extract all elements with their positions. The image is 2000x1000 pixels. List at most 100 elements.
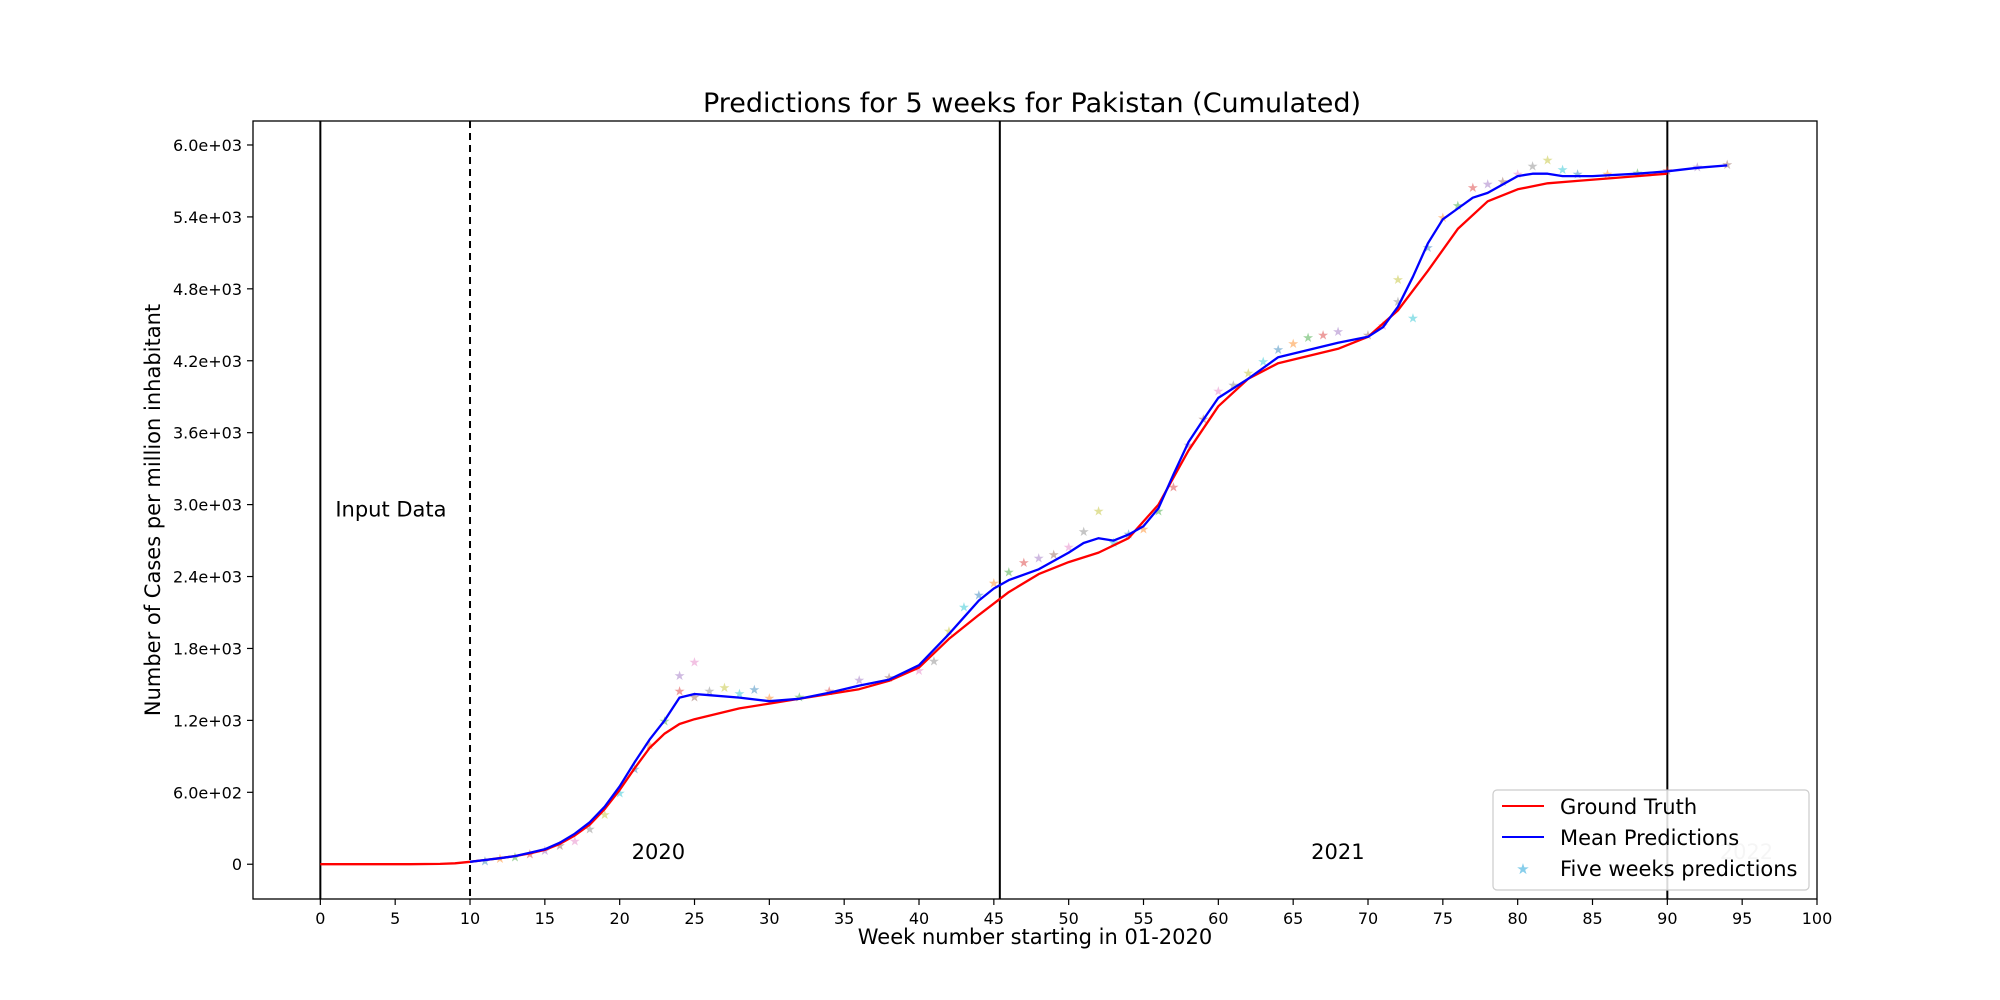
legend-label-mean-predictions: Mean Predictions: [1560, 826, 1739, 850]
scatter-point: ★: [1213, 385, 1225, 400]
scatter-point: ★: [853, 674, 865, 689]
y-axis: 0 6.0e+02 1.2e+03 1.8e+03 2.4e+03 3.0e+03 3.6e…: [173, 136, 253, 874]
scatter-point: ★: [913, 664, 925, 679]
scatter-point: ★: [644, 738, 656, 753]
scatter-point: ★: [1302, 331, 1314, 346]
scatter-point: ★: [719, 681, 731, 696]
y-tick-label: 4.2e+03: [173, 352, 242, 371]
x-tick-label: 0: [315, 909, 325, 928]
x-axis-label: Week number starting in 01-2020: [858, 925, 1212, 949]
annotation-2: 2021: [1311, 840, 1364, 864]
y-tick-label: 2.4e+03: [173, 568, 242, 587]
mean-predictions-line: [469, 164, 1728, 863]
x-tick-label: 90: [1657, 909, 1677, 928]
plot-frame: [252, 120, 1818, 900]
scatter-point: ★: [1153, 505, 1165, 520]
scatter-point: ★: [943, 624, 955, 639]
scatter-point: ★: [1317, 328, 1329, 343]
scatter-point: ★: [1168, 481, 1180, 496]
x-tick-label: 40: [909, 909, 929, 928]
y-tick-label: 1.8e+03: [173, 639, 242, 658]
scatter-point: ★: [1183, 439, 1195, 454]
scatter-point: ★: [1063, 541, 1075, 556]
scatter-point: ★: [1108, 536, 1120, 551]
x-tick-label: 15: [535, 909, 555, 928]
legend-label-five-weeks: Five weeks predictions: [1560, 857, 1798, 881]
y-tick-label: 0: [232, 855, 242, 874]
legend: Ground Truth Mean Predictions ★ Five wee…: [1492, 789, 1810, 891]
scatter-point: ★: [1407, 312, 1419, 327]
y-tick-label: 1.2e+03: [173, 711, 242, 730]
scatter-point: ★: [554, 839, 566, 854]
scatter-point: ★: [689, 656, 701, 671]
x-tick-label: 45: [984, 909, 1004, 928]
scatter-point: ★: [494, 852, 506, 867]
scatter-point: ★: [928, 654, 940, 669]
scatter-point: ★: [1287, 337, 1299, 352]
scatter-point: ★: [958, 601, 970, 616]
scatter-point: ★: [1018, 556, 1030, 571]
scatter-point: ★: [1527, 159, 1539, 174]
scatter-point: ★: [1392, 273, 1404, 288]
scatter-point: ★: [674, 684, 686, 699]
x-tick-label: 80: [1507, 909, 1527, 928]
scatter-point: ★: [1257, 355, 1269, 370]
x-tick-label: 85: [1582, 909, 1602, 928]
scatter-point: ★: [1048, 548, 1060, 563]
scatter-point: ★: [1392, 295, 1404, 310]
scatter-point: ★: [1003, 566, 1015, 581]
scatter-point: ★: [1138, 523, 1150, 538]
plot-area: Input Data202020212022★★★★★★★★★★★★★★★★★★…: [319, 121, 1773, 899]
scatter-point: ★: [988, 577, 1000, 592]
scatter-point: ★: [689, 690, 701, 705]
x-tick-label: 70: [1358, 909, 1378, 928]
x-tick-label: 55: [1133, 909, 1153, 928]
x-tick-label: 30: [759, 909, 779, 928]
y-tick-label: 5.4e+03: [173, 208, 242, 227]
legend-star-icon: ★: [1516, 860, 1529, 878]
scatter-point: ★: [1332, 325, 1344, 340]
annotation-1: 2020: [632, 840, 685, 864]
scatter-point: ★: [479, 855, 491, 870]
ground-truth-line: [320, 172, 1668, 866]
scatter-point: ★: [674, 669, 686, 684]
scatter-point: ★: [524, 847, 536, 862]
y-tick-label: 6.0e+02: [173, 783, 242, 802]
scatter-point: ★: [1227, 379, 1239, 394]
x-tick-label: 50: [1058, 909, 1078, 928]
x-axis: 0 5 10 15 20 25 30 35 40 45 50 55 60 65 70 75 80 85 90 95 10…: [315, 899, 1832, 928]
x-tick-label: 25: [684, 909, 704, 928]
scatter-point: ★: [1497, 175, 1509, 190]
legend-box: [1492, 789, 1810, 891]
scatter-point: ★: [569, 834, 581, 849]
scatter-point: ★: [749, 683, 761, 698]
y-axis-label: Number of Cases per million inhabitant: [141, 304, 165, 716]
x-tick-label: 100: [1802, 909, 1833, 928]
scatter-point: ★: [584, 822, 596, 837]
scatter-point: ★: [1242, 367, 1254, 382]
scatter-point: ★: [973, 589, 985, 604]
scatter-point: ★: [1422, 241, 1434, 256]
x-tick-label: 35: [834, 909, 854, 928]
scatter-point: ★: [734, 687, 746, 702]
scatter-point: ★: [1557, 163, 1569, 178]
scatter-point: ★: [764, 692, 776, 707]
scatter-point: ★: [1272, 343, 1284, 358]
x-tick-label: 10: [460, 909, 480, 928]
y-tick-label: 4.8e+03: [173, 280, 242, 299]
x-tick-label: 5: [390, 909, 400, 928]
y-tick-label: 3.6e+03: [173, 424, 242, 443]
scatter-point: ★: [1482, 177, 1494, 192]
x-tick-label: 20: [609, 909, 629, 928]
x-tick-label: 60: [1208, 909, 1228, 928]
annotation-0: Input Data: [335, 498, 446, 522]
x-tick-label: 75: [1433, 909, 1453, 928]
scatter-point: ★: [1078, 525, 1090, 540]
scatter-point: ★: [1542, 153, 1554, 168]
scatter-point: ★: [704, 684, 716, 699]
scatter-point: ★: [1033, 551, 1045, 566]
scatter-point: ★: [599, 808, 611, 823]
y-tick-label: 6.0e+03: [173, 136, 242, 155]
x-tick-label: 65: [1283, 909, 1303, 928]
